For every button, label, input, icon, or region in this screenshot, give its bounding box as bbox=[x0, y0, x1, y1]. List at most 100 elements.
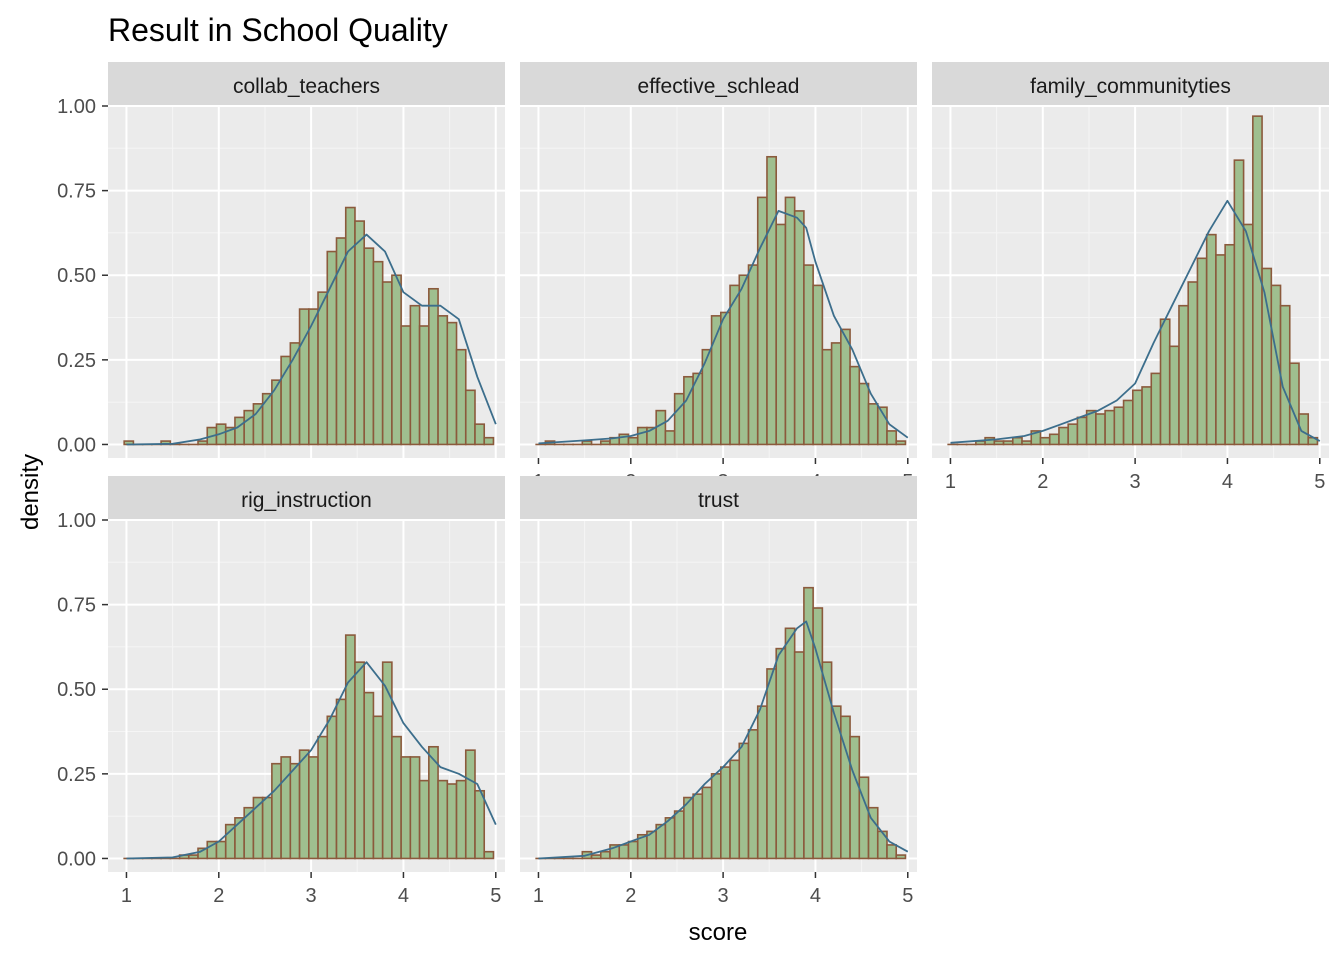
histogram-bar bbox=[738, 742, 750, 860]
y-tick-label: 0.00 bbox=[57, 848, 96, 870]
histogram-bar bbox=[729, 284, 741, 446]
histogram-bar bbox=[664, 817, 676, 860]
facet-strip bbox=[520, 476, 917, 520]
histogram-bar bbox=[673, 810, 685, 860]
y-tick-label: 1.00 bbox=[57, 510, 96, 532]
histogram-bar bbox=[409, 756, 421, 860]
histogram-bar bbox=[437, 779, 449, 860]
histogram-bar bbox=[1058, 426, 1069, 446]
histogram-bar bbox=[812, 284, 824, 446]
histogram-bar bbox=[710, 773, 722, 860]
histogram-bar bbox=[692, 793, 704, 860]
facet-panel-trust: trust 1 2 3 4 5 bbox=[520, 476, 917, 907]
histogram-bar bbox=[400, 756, 412, 860]
histogram-bar bbox=[428, 287, 439, 446]
histogram-bar bbox=[673, 392, 685, 446]
facet-panel-rig_instruction: rig_instruction 0.00 0.25 0.50 0.75 1.00 1 2 3 4 5 bbox=[57, 476, 505, 907]
histogram-bar bbox=[701, 786, 713, 860]
histogram-bar bbox=[729, 759, 741, 860]
histogram-bar bbox=[1215, 254, 1226, 446]
histogram-bar bbox=[683, 375, 694, 446]
facet-strip bbox=[520, 62, 917, 106]
histogram-bar bbox=[599, 850, 611, 860]
histogram-bar bbox=[766, 155, 778, 446]
histogram-bar bbox=[335, 237, 347, 446]
histogram-bar bbox=[1288, 362, 1300, 446]
y-tick-label: 0.00 bbox=[57, 434, 96, 456]
histogram-bar bbox=[756, 196, 768, 446]
histogram-bar bbox=[747, 264, 759, 446]
histogram-bar bbox=[784, 196, 796, 446]
histogram-bar bbox=[1261, 267, 1273, 446]
histogram-bar bbox=[738, 274, 750, 446]
histogram-bar bbox=[261, 392, 273, 446]
histogram-bar bbox=[664, 430, 676, 446]
histogram-bar bbox=[298, 308, 310, 446]
histogram-bar bbox=[636, 426, 648, 446]
histogram-bar bbox=[599, 440, 611, 446]
histogram-bar bbox=[344, 634, 356, 860]
x-tick-label: 3 bbox=[1130, 471, 1141, 493]
histogram-bar bbox=[840, 328, 851, 446]
histogram-bar bbox=[793, 210, 805, 446]
histogram-bar bbox=[437, 315, 449, 446]
y-tick-label: 0.75 bbox=[57, 595, 96, 617]
y-tick-label: 0.50 bbox=[57, 265, 96, 287]
histogram-bar bbox=[993, 440, 1005, 446]
histogram-bar bbox=[1067, 423, 1079, 446]
histogram-bar bbox=[1002, 440, 1014, 446]
histogram-bar bbox=[895, 854, 907, 860]
histogram-bar bbox=[1104, 409, 1116, 446]
x-tick-label: 5 bbox=[902, 885, 913, 907]
histogram-bar bbox=[391, 274, 402, 446]
histogram-bar bbox=[1196, 257, 1208, 446]
histogram-bar bbox=[271, 379, 282, 446]
histogram-bar bbox=[1113, 406, 1125, 446]
facet-strip-label: family_communityties bbox=[1030, 75, 1231, 98]
histogram-bar bbox=[886, 844, 898, 860]
histogram-bar bbox=[317, 735, 329, 860]
x-tick-label: 1 bbox=[121, 885, 132, 907]
y-tick-label: 0.50 bbox=[57, 679, 96, 701]
facet-strip-label: effective_schlead bbox=[638, 75, 800, 98]
histogram-bar bbox=[317, 291, 329, 446]
histogram-bar bbox=[455, 348, 467, 446]
x-tick-label: 4 bbox=[810, 885, 821, 907]
histogram-bar bbox=[474, 423, 486, 446]
x-tick-label: 4 bbox=[1222, 471, 1233, 493]
histogram-bar bbox=[581, 440, 593, 446]
histogram-bar bbox=[483, 436, 495, 446]
histogram-bar bbox=[1095, 413, 1106, 446]
histogram-bar bbox=[1168, 345, 1180, 446]
x-tick-label: 4 bbox=[398, 885, 409, 907]
facet-strip bbox=[932, 62, 1329, 106]
histogram-bar bbox=[1224, 243, 1236, 446]
histogram-bar bbox=[326, 715, 338, 860]
histogram-bar bbox=[446, 321, 458, 446]
histogram-bar bbox=[590, 854, 602, 860]
histogram-bar bbox=[197, 440, 209, 446]
histogram-bar bbox=[483, 850, 495, 860]
histogram-bar bbox=[446, 783, 458, 860]
histogram-bar bbox=[867, 403, 879, 446]
histogram-bar bbox=[243, 806, 255, 860]
histogram-bar bbox=[984, 436, 996, 446]
y-axis-label: density bbox=[17, 454, 44, 530]
density-curve bbox=[538, 620, 909, 860]
density-curve bbox=[126, 233, 497, 446]
x-tick-label: 2 bbox=[625, 885, 636, 907]
histogram-bar bbox=[280, 756, 292, 860]
histogram-bar bbox=[474, 789, 486, 860]
histogram-bar bbox=[261, 796, 273, 860]
histogram-bar bbox=[793, 651, 805, 860]
histogram-bar bbox=[335, 698, 347, 860]
facet-strip bbox=[108, 62, 505, 106]
histogram-bar bbox=[363, 247, 375, 446]
facet-panel-family_communityties: family_communityties 1 2 3 4 5 bbox=[932, 62, 1329, 493]
histogram-bar bbox=[1150, 372, 1162, 446]
histogram-bar bbox=[747, 729, 759, 860]
histogram-bar bbox=[683, 796, 694, 860]
histogram-bar bbox=[756, 705, 768, 860]
histogram-bar bbox=[1205, 233, 1217, 446]
histogram-bar bbox=[1132, 389, 1143, 446]
